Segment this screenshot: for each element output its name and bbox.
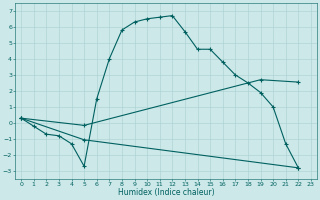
- X-axis label: Humidex (Indice chaleur): Humidex (Indice chaleur): [118, 188, 214, 197]
